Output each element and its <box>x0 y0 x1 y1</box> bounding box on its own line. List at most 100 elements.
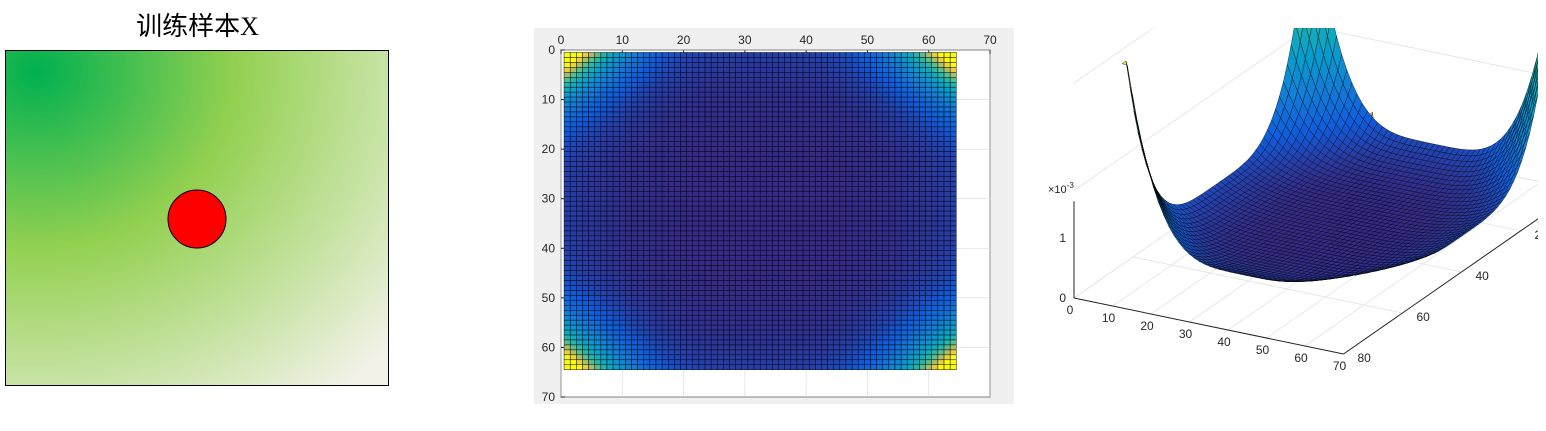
heatmap-cell <box>840 191 846 196</box>
heatmap-cell <box>717 82 723 87</box>
heatmap-cell <box>950 186 956 191</box>
heatmap-cell <box>864 191 870 196</box>
heatmap-cell <box>779 310 785 315</box>
heatmap-cell <box>582 256 588 261</box>
heatmap-cell <box>693 97 699 102</box>
heatmap-cell <box>631 360 637 365</box>
heatmap-cell <box>674 62 680 67</box>
heatmap-cell <box>564 256 570 261</box>
heatmap-cell <box>644 171 650 176</box>
heatmap-cell <box>815 127 821 132</box>
heatmap-cell <box>619 295 625 300</box>
heatmap-cell <box>913 127 919 132</box>
heatmap-cell <box>613 266 619 271</box>
heatmap-cell <box>754 112 760 117</box>
heatmap-cell <box>754 310 760 315</box>
heatmap-cell <box>791 206 797 211</box>
heatmap-cell <box>797 236 803 241</box>
heatmap-cell <box>791 127 797 132</box>
heatmap-cell <box>730 345 736 350</box>
heatmap-cell <box>576 355 582 360</box>
heatmap-cell <box>895 300 901 305</box>
heatmap-cell <box>693 132 699 137</box>
heatmap-cell <box>864 310 870 315</box>
heatmap-cell <box>797 266 803 271</box>
heatmap-cell <box>717 285 723 290</box>
heatmap-cell <box>779 251 785 256</box>
heatmap-cell <box>864 285 870 290</box>
heatmap-cell <box>840 266 846 271</box>
heatmap-cell <box>797 87 803 92</box>
heatmap-cell <box>920 72 926 77</box>
heatmap-cell <box>754 360 760 365</box>
heatmap-cell <box>693 226 699 231</box>
heatmap-cell <box>772 162 778 167</box>
heatmap-cell <box>705 360 711 365</box>
heatmap-cell <box>772 295 778 300</box>
heatmap-cell <box>754 226 760 231</box>
heatmap-cell <box>601 112 607 117</box>
heatmap-cell <box>920 281 926 286</box>
heatmap-cell <box>613 335 619 340</box>
heatmap-cell <box>681 92 687 97</box>
heatmap-cell <box>907 305 913 310</box>
heatmap-cell <box>944 201 950 206</box>
heatmap-cell <box>926 241 932 246</box>
heatmap-cell <box>852 82 858 87</box>
heatmap-cell <box>877 305 883 310</box>
heatmap-cell <box>846 350 852 355</box>
heatmap-cell <box>754 77 760 82</box>
heatmap-cell <box>650 251 656 256</box>
heatmap-cell <box>791 72 797 77</box>
heatmap-cell <box>748 271 754 276</box>
heatmap-cell <box>681 310 687 315</box>
heatmap-cell <box>944 305 950 310</box>
heatmap-cell <box>668 181 674 186</box>
heatmap-cell <box>650 132 656 137</box>
heatmap-cell <box>834 330 840 335</box>
heatmap-cell <box>821 256 827 261</box>
heatmap-cell <box>674 122 680 127</box>
heatmap-cell <box>913 360 919 365</box>
heatmap-cell <box>760 300 766 305</box>
heatmap-cell <box>705 166 711 171</box>
heatmap-cell <box>607 335 613 340</box>
heatmap-cell <box>870 365 876 370</box>
heatmap-cell <box>858 241 864 246</box>
heatmap-cell <box>950 201 956 206</box>
heatmap-cell <box>754 132 760 137</box>
heatmap-cell <box>815 251 821 256</box>
heatmap-cell <box>576 107 582 112</box>
heatmap-cell <box>926 290 932 295</box>
heatmap-cell <box>717 300 723 305</box>
heatmap-cell <box>576 112 582 117</box>
heatmap-cell <box>877 340 883 345</box>
heatmap-cell <box>570 350 576 355</box>
heatmap-cell <box>742 62 748 67</box>
heatmap-cell <box>656 231 662 236</box>
heatmap-cell <box>840 152 846 157</box>
heatmap-cell <box>870 261 876 266</box>
heatmap-cell <box>913 365 919 370</box>
heatmap-cell <box>760 315 766 320</box>
heatmap-cell <box>576 52 582 57</box>
heatmap-cell <box>644 335 650 340</box>
heatmap-cell <box>846 137 852 142</box>
heatmap-cell <box>693 305 699 310</box>
heatmap-cell <box>687 276 693 281</box>
heatmap-cell <box>644 281 650 286</box>
heatmap-cell <box>582 181 588 186</box>
heatmap-cell <box>730 122 736 127</box>
heatmap-cell <box>883 261 889 266</box>
heatmap-cell <box>834 206 840 211</box>
heatmap-cell <box>674 152 680 157</box>
heatmap-cell <box>693 290 699 295</box>
heatmap-cell <box>803 256 809 261</box>
heatmap-cell <box>582 300 588 305</box>
heatmap-cell <box>674 137 680 142</box>
heatmap-cell <box>607 166 613 171</box>
heatmap-cell <box>711 211 717 216</box>
heatmap-cell <box>644 305 650 310</box>
heatmap-cell <box>803 295 809 300</box>
heatmap-cell <box>717 281 723 286</box>
